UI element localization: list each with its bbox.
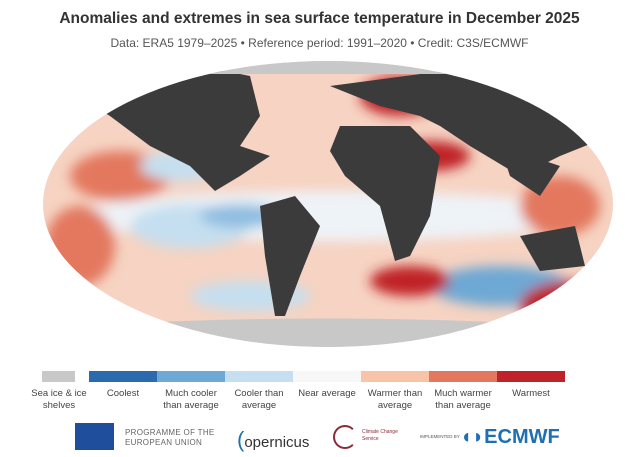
legend-label: Sea ice & ice shelves — [31, 388, 87, 411]
legend-label: Much cooler than average — [163, 388, 219, 411]
legend-label: Near average — [298, 388, 356, 399]
legend-label: Cooler than average — [234, 388, 284, 411]
copernicus-text: opernicus — [244, 434, 310, 451]
ecmwf-text: ECMWF — [484, 426, 560, 448]
eu-flag-logo — [75, 423, 114, 450]
map-subtitle: Data: ERA5 1979–2025 • Reference period:… — [110, 36, 529, 50]
legend-swatch-warmest — [497, 371, 565, 382]
legend-swatch-coolest — [89, 371, 157, 382]
eu-programme-text: PROGRAMME OF THE EUROPEAN UNION — [125, 428, 215, 447]
copernicus-logo: (opernicus — [237, 427, 310, 452]
map-title: Anomalies and extremes in sea surface te… — [59, 10, 580, 27]
ecmwf-logo: ◖◗ECMWF — [460, 426, 560, 448]
legend-swatch-much-warmer — [429, 371, 497, 382]
legend-swatch-cooler — [225, 371, 293, 382]
legend-swatch-near-average — [293, 371, 361, 382]
legend-label: Warmer than average — [367, 388, 423, 411]
sst-anomaly-map — [43, 61, 613, 347]
legend-swatch-much-cooler — [157, 371, 225, 382]
arctic-ice — [43, 61, 613, 74]
legend-swatch-warmer — [361, 371, 429, 382]
implemented-by-text: IMPLEMENTED BY — [420, 434, 460, 439]
legend-label: Warmest — [512, 388, 550, 399]
c3s-logo — [333, 425, 357, 449]
legend-swatch-sea-ice — [42, 371, 75, 382]
legend-label: Coolest — [106, 388, 140, 399]
logo-bar: PROGRAMME OF THE EUROPEAN UNION (opernic… — [0, 423, 639, 453]
antarctic-ice — [43, 318, 613, 347]
legend-label: Much warmer than average — [434, 388, 492, 411]
c3s-text: Climate Change Service — [362, 429, 398, 442]
